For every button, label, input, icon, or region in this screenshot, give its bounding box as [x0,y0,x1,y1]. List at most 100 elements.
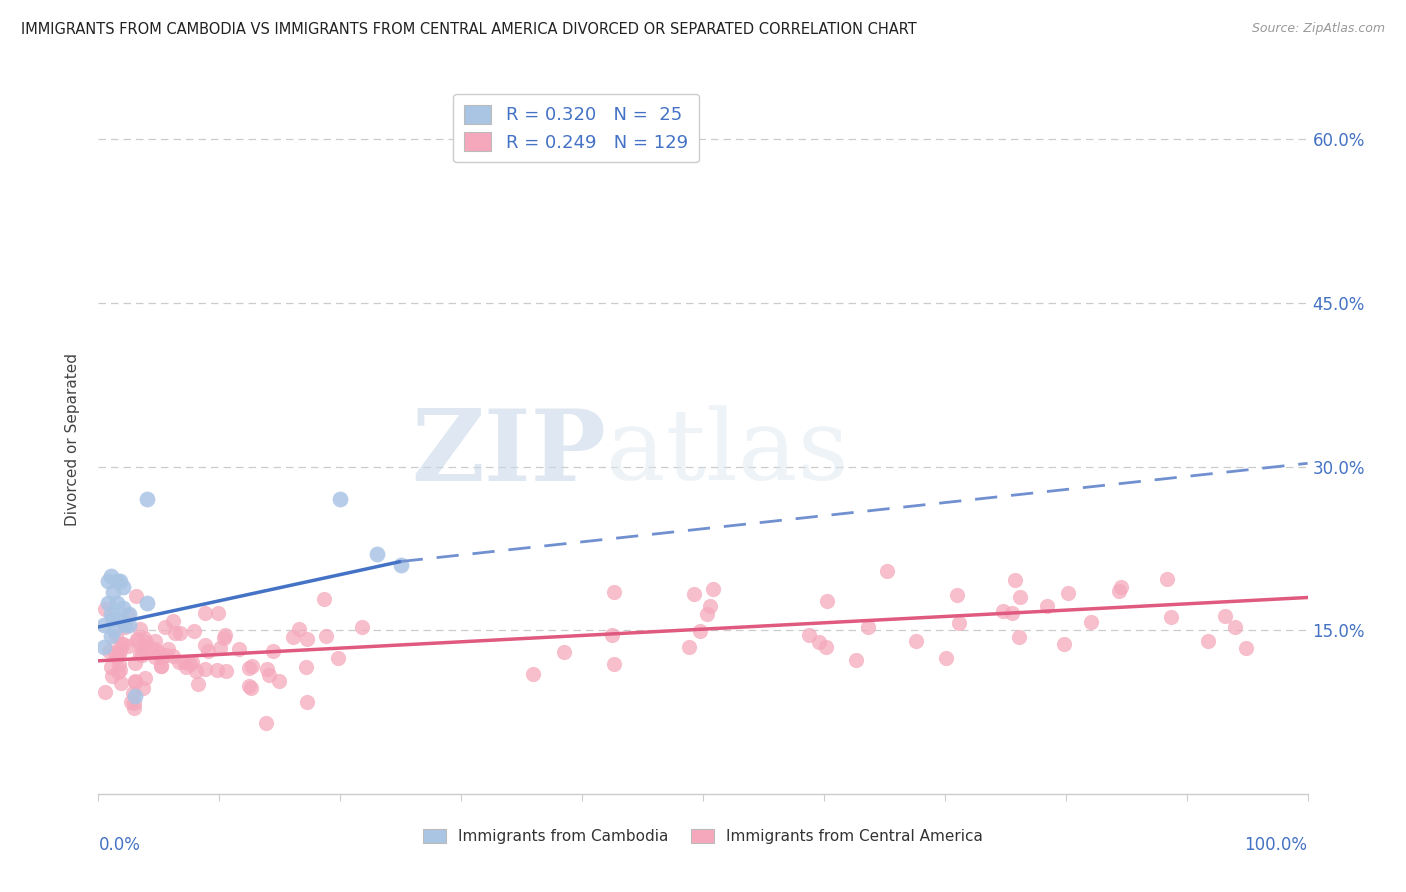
Point [150,659,173,673]
Point [389,558,412,572]
Point [352,620,374,634]
Y-axis label: Divorced or Separated: Divorced or Separated [65,353,80,525]
Point [101,585,124,599]
Point [312,591,335,606]
Point [114,620,136,634]
Point [603,657,626,671]
Point [259,668,281,682]
Point [105,596,128,610]
Point [238,679,260,693]
Point [174,660,197,674]
Point [93,617,115,632]
Point [212,631,235,645]
Point [799,628,821,642]
Point [1036,599,1059,613]
Point [110,637,132,651]
Point [256,662,278,676]
Point [94,684,117,698]
Point [1080,615,1102,630]
Point [858,620,880,634]
Point [288,622,311,636]
Point [1223,620,1246,634]
Point [228,642,250,657]
Point [262,643,284,657]
Point [1156,572,1178,586]
Point [117,639,139,653]
Point [122,700,145,714]
Point [184,664,207,678]
Point [110,676,132,690]
Text: 0.0%: 0.0% [98,837,141,855]
Point [120,695,142,709]
Point [214,628,236,642]
Point [876,564,898,578]
Point [149,649,172,664]
Point [815,594,838,608]
Point [238,661,260,675]
Point [689,624,711,638]
Point [101,612,124,626]
Point [112,637,135,651]
Point [600,628,623,642]
Point [254,716,277,731]
Point [108,642,131,657]
Point [295,660,318,674]
Point [93,640,115,654]
Point [194,662,217,676]
Point [148,646,170,660]
Point [135,596,157,610]
Legend: Immigrants from Cambodia, Immigrants from Central America: Immigrants from Cambodia, Immigrants fro… [416,822,990,850]
Text: ZIP: ZIP [412,405,606,502]
Point [105,649,128,664]
Point [108,663,131,677]
Point [1108,584,1130,599]
Point [181,655,204,669]
Point [315,629,337,643]
Point [131,648,153,662]
Point [194,606,217,620]
Point [187,677,209,691]
Point [143,649,166,664]
Point [134,672,156,686]
Point [150,658,173,673]
Point [553,645,575,659]
Point [122,686,145,700]
Point [183,624,205,639]
Point [603,585,626,599]
Point [702,582,724,596]
Point [100,568,122,582]
Point [124,656,146,670]
Point [179,657,201,671]
Point [295,632,318,646]
Point [93,602,115,616]
Point [132,681,155,695]
Point [143,634,166,648]
Point [845,653,868,667]
Point [240,681,263,696]
Text: Source: ZipAtlas.com: Source: ZipAtlas.com [1251,22,1385,36]
Point [127,632,149,646]
Point [134,631,156,645]
Point [122,696,145,710]
Point [522,667,544,681]
Point [904,634,927,648]
Point [162,648,184,663]
Point [108,647,131,661]
Point [129,647,152,661]
Point [111,601,134,615]
Point [165,626,187,640]
Point [1053,637,1076,651]
Point [699,599,721,613]
Point [1197,633,1219,648]
Point [267,674,290,689]
Point [100,660,122,674]
Point [1001,607,1024,621]
Point [117,608,139,623]
Point [97,574,120,589]
Point [1008,590,1031,604]
Point [1234,641,1257,656]
Point [207,606,229,620]
Point [104,646,127,660]
Point [100,629,122,643]
Point [124,689,146,703]
